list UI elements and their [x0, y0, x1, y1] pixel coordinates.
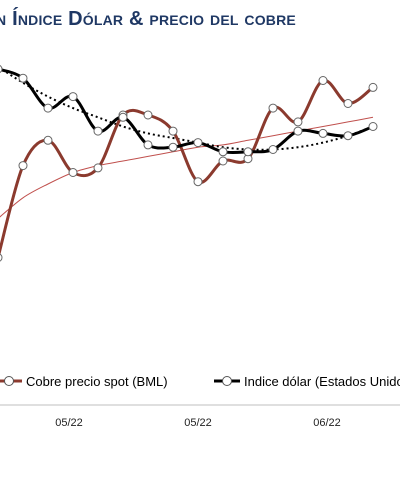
- data-point-indice-16: [368, 122, 378, 131]
- x-tick-label: 05/22: [184, 417, 212, 429]
- legend-marker-indice: [222, 376, 232, 386]
- legend-label-indice: Indice dólar (Estados Unidos): [244, 374, 400, 389]
- legend-label-cobre: Cobre precio spot (BML): [26, 374, 168, 389]
- data-point-cobre-16: [368, 82, 378, 92]
- x-tick-labels: 05/22 05/22 06/22: [55, 417, 341, 429]
- data-point-cobre-3: [43, 135, 53, 145]
- data-point-cobre-13: [293, 117, 303, 127]
- series-line-cobre: [0, 78, 374, 256]
- data-point-indice-5: [93, 126, 103, 136]
- legend-marker-cobre: [4, 376, 14, 386]
- data-point-indice-12: [268, 145, 278, 154]
- chart-title: n Índice Dólar & precio del cobre: [0, 8, 296, 30]
- data-point-indice-15: [343, 131, 353, 141]
- data-point-indice-14: [318, 128, 328, 138]
- x-tick-label: 05/22: [55, 417, 83, 429]
- data-point-cobre-8: [168, 126, 178, 136]
- legend: Cobre precio spot (BML) Indice dólar (Es…: [0, 374, 400, 389]
- data-point-cobre-12: [268, 103, 278, 113]
- trend-line-cobre: [0, 116, 374, 218]
- data-point-indice-8: [168, 142, 178, 152]
- data-point-indice-3: [43, 103, 53, 113]
- data-point-cobre-1: [0, 253, 3, 262]
- data-point-cobre-15: [343, 99, 353, 108]
- data-point-indice-11: [243, 147, 253, 157]
- series-lines: [0, 64, 378, 262]
- trend-line-indice: [0, 66, 374, 151]
- data-point-indice-13: [293, 126, 303, 136]
- data-point-indice-6: [118, 112, 128, 122]
- data-point-cobre-10: [218, 156, 228, 166]
- x-tick-label: 06/22: [313, 417, 341, 429]
- data-point-indice-10: [218, 147, 228, 157]
- data-point-indice-1: [0, 64, 3, 74]
- data-point-indice-4: [68, 92, 78, 102]
- data-point-indice-2: [18, 73, 28, 83]
- data-point-indice-9: [193, 138, 203, 148]
- data-point-cobre-7: [143, 110, 153, 120]
- data-point-cobre-2: [18, 161, 28, 171]
- trend-lines: [0, 66, 374, 218]
- data-point-indice-7: [143, 140, 153, 150]
- data-point-cobre-14: [318, 76, 328, 85]
- series-line-indice: [0, 68, 374, 155]
- data-point-cobre-9: [193, 177, 203, 187]
- data-point-cobre-4: [68, 168, 78, 177]
- data-point-cobre-5: [93, 163, 103, 173]
